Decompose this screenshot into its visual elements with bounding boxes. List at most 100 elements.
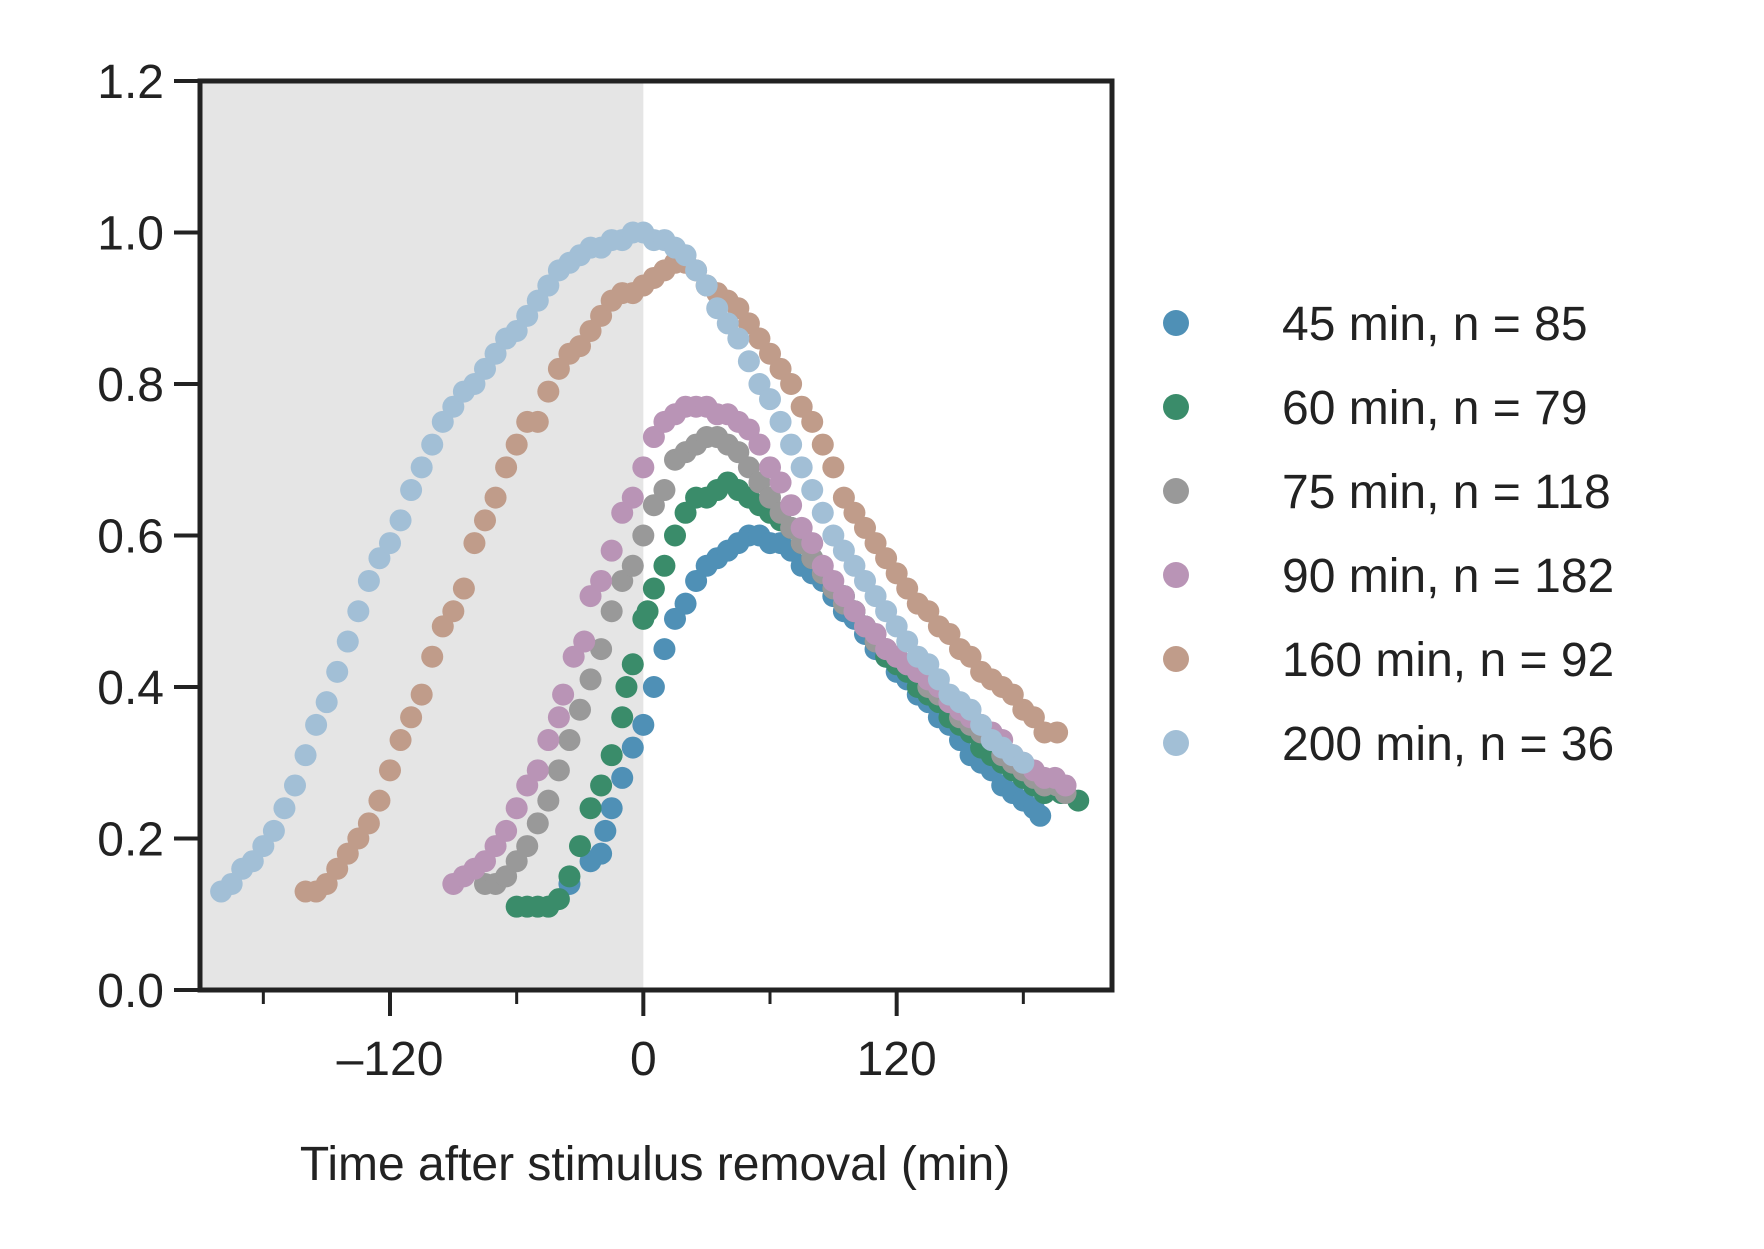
x-tick-label: 120 [857,1033,937,1086]
data-point [400,706,423,729]
data-point [590,842,613,865]
data-point [759,388,781,411]
y-tick-label: 0.8 [97,359,164,412]
data-point [569,835,591,858]
data-point [284,774,306,797]
series-5 [210,221,1035,903]
data-point [727,327,750,350]
data-point [737,350,760,373]
data-point [811,501,834,524]
data-point [389,729,412,752]
data-point [579,668,602,691]
data-point [547,759,570,782]
data-point [611,706,634,729]
data-point [505,797,528,820]
data-point [642,676,665,698]
data-point [336,630,359,653]
data-point [526,759,549,782]
data-point [442,600,465,623]
data-point [664,524,686,547]
data-point [484,486,507,509]
data-point [573,630,596,653]
data-point [632,713,655,736]
data-point [780,433,803,456]
legend-marker [1163,310,1189,336]
data-point [621,554,644,577]
data-point [653,479,676,502]
legend-item: 160 min, n = 92 [1163,634,1614,687]
legend-item: 200 min, n = 36 [1163,718,1614,771]
data-point [822,456,845,479]
data-point [790,456,813,479]
data-point [379,759,401,782]
y-axis: 0.0 0.2 0.4 0.6 0.8 1.0 1.2 [97,56,200,1018]
data-point [579,797,602,820]
data-point [674,592,697,615]
data-point [636,600,659,623]
x-axis: –120 0 120 [261,990,1025,1086]
data-point [1012,751,1035,774]
data-point [811,433,834,456]
data-point [495,456,518,479]
data-point [421,433,444,456]
data-point [315,691,338,714]
data-point [357,569,380,592]
data-point [273,797,296,820]
data-point [594,819,617,842]
data-point [421,645,444,668]
data-point [537,729,560,752]
data-point [695,274,718,297]
data-point [537,380,560,403]
data-point [801,479,824,502]
data-point [653,554,676,577]
data-point [590,638,613,661]
data-point [611,766,634,789]
data-point [347,600,370,623]
legend-marker [1163,646,1189,672]
data-point [621,653,644,676]
legend-label: 60 min, n = 79 [1282,382,1588,435]
data-point [552,683,575,706]
data-point [452,577,475,600]
data-point [379,532,401,555]
data-point [558,729,581,752]
legend-label: 45 min, n = 85 [1282,298,1588,351]
data-point [653,638,676,661]
legend-label: 75 min, n = 118 [1282,466,1611,519]
data-point [526,812,549,835]
data-point [547,888,570,911]
data-point [495,819,518,842]
data-point [400,479,423,502]
data-point [801,532,824,555]
data-point [569,698,591,721]
legend-marker [1163,730,1189,756]
y-tick-label: 0.4 [97,662,164,715]
data-point [615,676,638,698]
data-point [357,812,380,835]
legend: 45 min, n = 85 60 min, n = 79 75 min, n = … [1163,298,1614,771]
data-point [368,789,391,812]
data-point [600,539,623,562]
data-point [801,410,824,433]
data-point [410,456,433,479]
data-point [632,524,655,547]
y-tick-label: 0.0 [97,965,164,1018]
x-tick-label: 0 [630,1033,657,1086]
y-tick-label: 0.6 [97,511,164,564]
data-point [558,865,581,888]
legend-item: 75 min, n = 118 [1163,466,1611,519]
data-point [1054,774,1077,797]
legend-marker [1163,478,1189,504]
data-point [474,509,496,532]
data-point [326,660,349,683]
data-point [600,744,623,767]
data-point [621,736,644,759]
data-point [505,433,528,456]
data-point [590,569,613,592]
data-point [526,410,549,433]
data-point [780,373,803,395]
y-tick-label: 1.2 [97,56,164,109]
data-point [305,713,328,736]
data-point [516,835,539,858]
x-tick-label: –120 [337,1033,444,1086]
